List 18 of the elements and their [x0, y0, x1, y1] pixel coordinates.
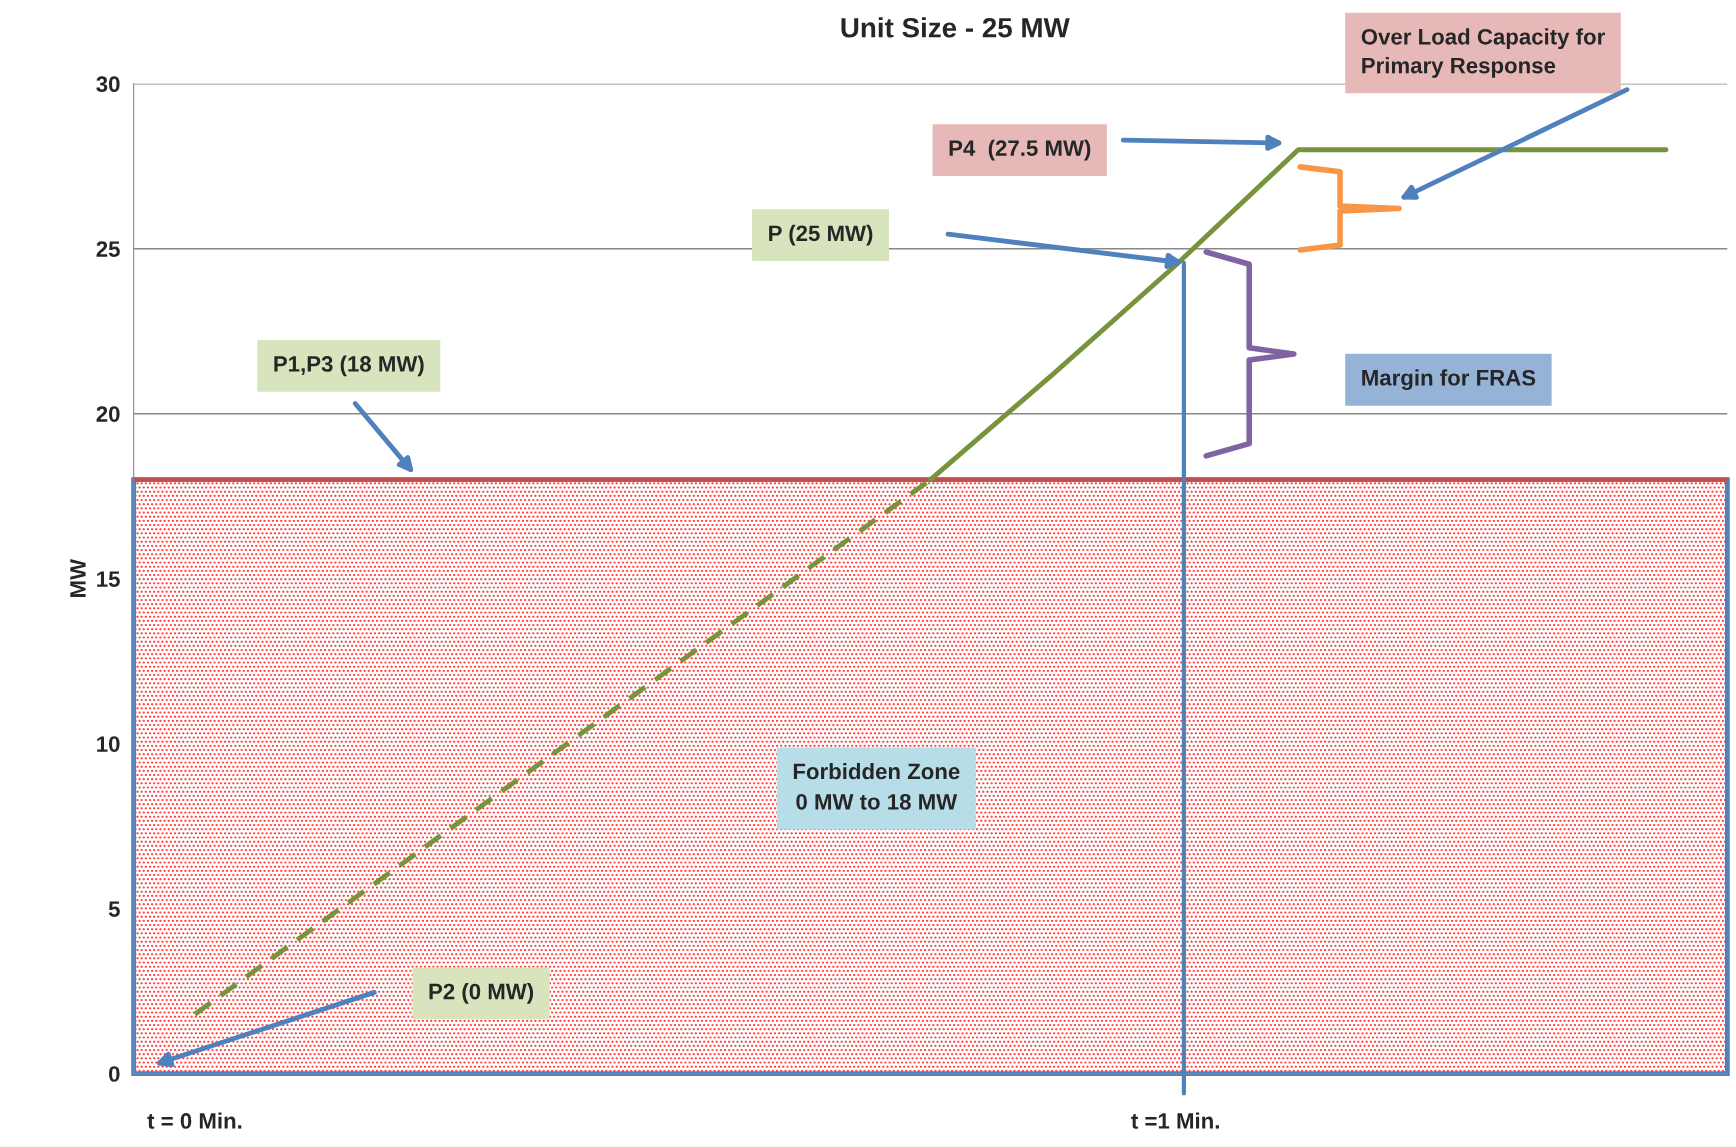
y-tick-label: 5 [108, 901, 120, 917]
band-label: Forbidden Zone 0 MW to 18 MW [793, 762, 960, 810]
x-tick-label: t = 0 Min. [147, 1112, 242, 1129]
text: Over Load Capacity for Primary Response [1361, 28, 1605, 78]
annotation: P4 (27.5 MW) [949, 139, 1091, 161]
y-tick-label: 25 [96, 241, 120, 257]
annotation: Margin for FRAS [1362, 369, 1536, 391]
y-tick-label: 15 [97, 571, 120, 587]
chart-title: Unit Size - 25 MW [841, 17, 1070, 38]
y-tick-label: 20 [96, 406, 120, 422]
y-axis-title: MW [70, 558, 86, 597]
y-tick-label: 10 [97, 736, 120, 752]
annotation: P (25 MW) [769, 224, 873, 246]
y-tick-label: 0 [109, 1066, 120, 1082]
annotation: P2 (0 MW) [429, 983, 534, 1004]
y-tick-label: 30 [96, 76, 120, 93]
x-tick-label: t =1 Min. [1131, 1112, 1219, 1129]
annotation: P1,P3 (18 MW) [274, 355, 424, 377]
